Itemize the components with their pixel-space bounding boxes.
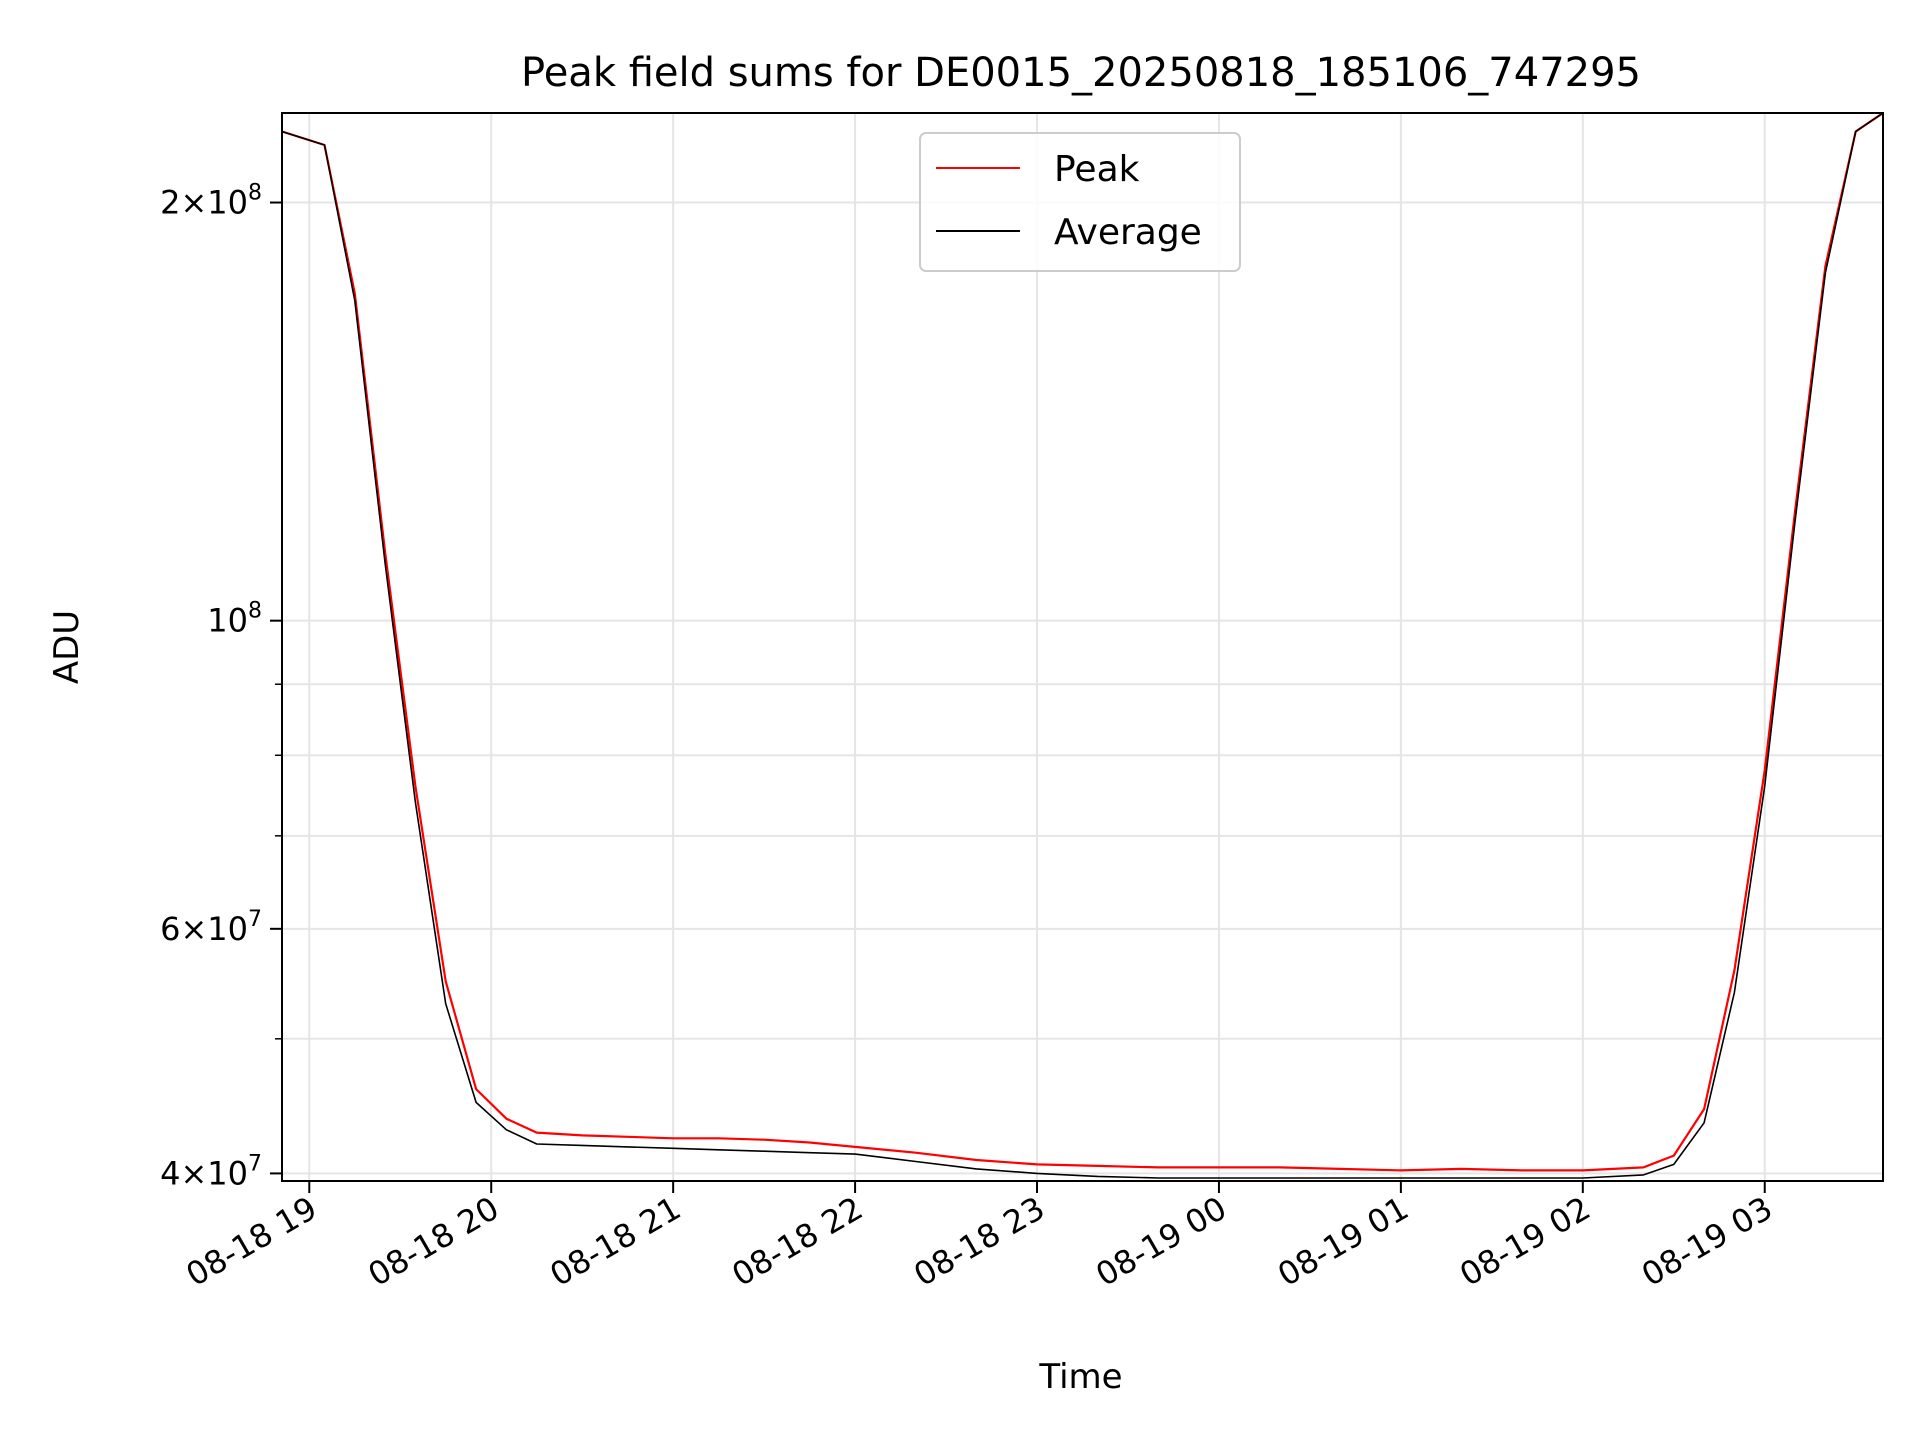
plot-frame [281, 112, 1884, 1182]
legend: Peak Average [919, 132, 1241, 272]
y-tick-label: 4×107 [160, 1151, 262, 1192]
x-tick-label: 08-19 02 [1453, 1189, 1597, 1294]
x-axis-label: Time [1038, 1357, 1122, 1397]
x-tick-label: 08-19 01 [1271, 1189, 1415, 1294]
x-tick-label: 08-18 21 [544, 1189, 688, 1294]
chart-title: Peak field sums for DE0015_20250818_1851… [521, 50, 1641, 96]
series-line-peak [282, 113, 1883, 1172]
y-axis: 4×107 6×107 108 2×108 [160, 181, 282, 1192]
x-tick-label: 08-19 03 [1635, 1189, 1779, 1294]
y-tick-label: 108 [207, 599, 262, 640]
x-axis: 08-18 19 08-18 20 08-18 21 08-18 22 08-18 23… [180, 1181, 1779, 1294]
y-tick-label: 6×107 [160, 907, 262, 948]
x-tick-label: 08-18 20 [362, 1189, 506, 1294]
x-tick-label: 08-19 00 [1089, 1189, 1233, 1294]
legend-label-peak: Peak [1054, 149, 1140, 190]
y-tick-label: 2×108 [160, 181, 262, 222]
series-line-average [282, 113, 1883, 1179]
legend-label-average: Average [1054, 212, 1202, 253]
x-tick-label: 08-18 23 [907, 1189, 1051, 1294]
grid [282, 113, 1883, 1181]
series-layer [282, 113, 1883, 1179]
x-tick-label: 08-18 19 [180, 1189, 324, 1294]
x-tick-label: 08-18 22 [725, 1189, 869, 1294]
y-axis-label: ADU [47, 610, 87, 684]
